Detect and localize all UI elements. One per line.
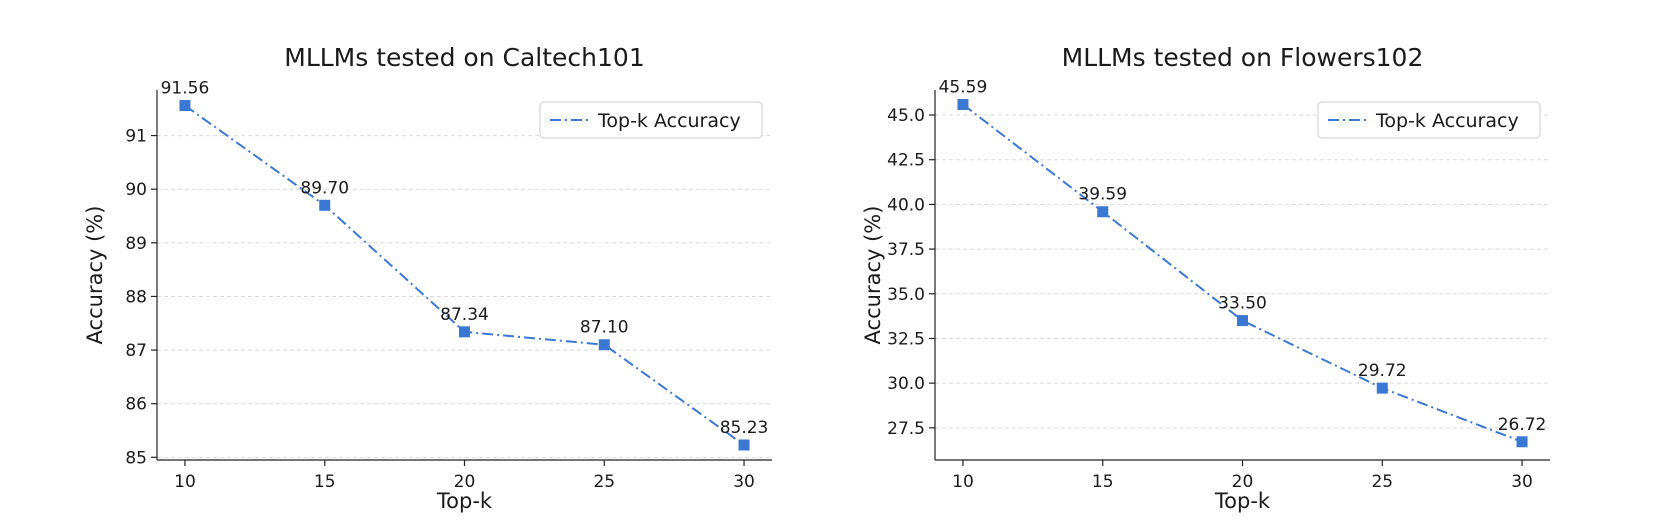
y-tick-label: 30.0	[887, 374, 925, 394]
y-axis-label: Accuracy (%)	[83, 206, 107, 345]
data-point-marker	[1376, 382, 1388, 394]
y-tick-label: 32.5	[887, 329, 925, 349]
y-tick-label: 37.5	[887, 240, 925, 260]
data-point-marker	[1237, 315, 1248, 327]
data-value-label: 87.10	[580, 318, 629, 338]
legend-label: Top-k Accuracy	[597, 110, 741, 132]
y-tick-label: 85	[125, 448, 147, 468]
x-tick-label: 30	[1511, 472, 1533, 492]
x-tick-label: 20	[1232, 472, 1254, 492]
legend-box	[539, 101, 763, 139]
y-tick-label: 90	[125, 180, 147, 200]
series-line	[184, 104, 745, 446]
data-value-label: 33.50	[1218, 294, 1267, 314]
chart-title: MLLMs tested on Flowers102	[1062, 43, 1424, 72]
data-point-marker	[459, 326, 470, 338]
x-tick-label: 15	[314, 472, 336, 492]
data-point-marker	[319, 199, 331, 211]
data-value-label: 45.59	[939, 77, 988, 97]
y-tick-label: 27.5	[887, 419, 925, 439]
series-line	[962, 103, 1523, 443]
data-point-marker	[179, 100, 191, 112]
y-tick-label: 35.0	[887, 285, 925, 305]
x-tick-label: 10	[952, 472, 974, 492]
data-value-label: 87.34	[440, 305, 489, 325]
y-tick-label: 45.0	[887, 106, 925, 126]
x-axis-label: Top-k	[436, 489, 493, 513]
y-tick-label: 40.0	[887, 195, 925, 215]
y-axis-label: Accuracy (%)	[861, 206, 885, 345]
x-tick-label: 30	[733, 472, 755, 492]
chart-title: MLLMs tested on Caltech101	[284, 43, 644, 72]
data-value-label: 85.23	[720, 418, 769, 438]
y-tick-label: 42.5	[887, 151, 925, 171]
x-tick-label: 10	[174, 472, 196, 492]
y-tick-label: 87	[125, 341, 147, 361]
y-tick-label: 89	[125, 234, 147, 254]
data-point-marker	[1097, 206, 1109, 218]
data-point-marker	[957, 98, 969, 110]
legend-box	[1317, 101, 1541, 139]
y-tick-label: 88	[125, 287, 147, 307]
y-tick-label: 86	[125, 395, 147, 415]
y-tick-label: 91	[125, 127, 147, 147]
x-tick-label: 20	[454, 472, 476, 492]
data-value-label: 29.72	[1358, 361, 1407, 381]
chart-caltech101: MLLMs tested on Caltech101 85 86 87 88 89 90 91…	[83, 43, 772, 513]
legend-label: Top-k Accuracy	[1375, 110, 1519, 132]
data-value-label: 39.59	[1078, 185, 1127, 205]
x-tick-label: 25	[1371, 472, 1393, 492]
x-tick-label: 15	[1092, 472, 1114, 492]
data-point-marker	[598, 339, 610, 351]
data-value-label: 91.56	[161, 79, 210, 99]
data-point-marker	[1516, 436, 1528, 448]
data-value-label: 89.70	[300, 178, 349, 198]
data-value-label: 26.72	[1498, 415, 1547, 435]
chart-flowers102: MLLMs tested on Flowers102 27.5 30.0 32.5 35…	[861, 43, 1550, 513]
x-tick-label: 25	[593, 472, 615, 492]
x-axis-label: Top-k	[1214, 489, 1271, 513]
data-point-marker	[738, 439, 750, 451]
